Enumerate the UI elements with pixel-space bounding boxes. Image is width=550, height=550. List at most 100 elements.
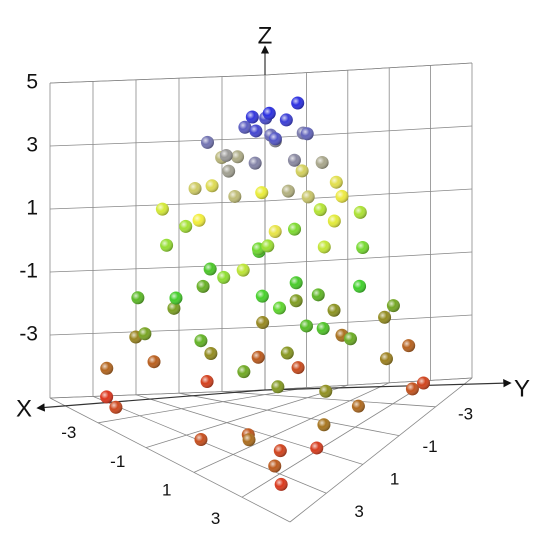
point-shine (291, 361, 305, 375)
point-shine (335, 189, 349, 203)
point-shine (217, 270, 231, 284)
point-shine (196, 279, 210, 293)
point (268, 224, 282, 238)
point (245, 110, 259, 124)
point-shine (268, 224, 282, 238)
point (248, 156, 262, 170)
point (179, 219, 193, 233)
point-shine (188, 181, 202, 195)
x-tick-label: -1 (110, 452, 125, 471)
y-axis-label: Y (514, 375, 530, 402)
point (300, 127, 314, 141)
point-shine (192, 213, 206, 227)
point-shine (261, 239, 275, 253)
point (228, 189, 242, 203)
point (327, 214, 341, 228)
point (251, 350, 265, 364)
x-axis-label: X (16, 395, 32, 422)
wall-grid-line (264, 251, 473, 265)
point (351, 399, 365, 413)
point-shine (245, 110, 259, 124)
wall-grid-line (49, 263, 266, 273)
point-shine (262, 106, 276, 120)
point (417, 376, 431, 390)
point (255, 289, 269, 303)
point (405, 382, 419, 396)
point-shine (251, 350, 265, 364)
point (167, 301, 181, 315)
point-shine (138, 327, 152, 341)
point (238, 120, 252, 134)
x-tick-label: 3 (211, 509, 220, 528)
point (255, 186, 269, 200)
point (222, 164, 236, 178)
point-shine (219, 148, 233, 162)
point (319, 384, 333, 398)
point (335, 189, 349, 203)
point-shine (273, 444, 287, 458)
point (271, 380, 285, 394)
point-shine (194, 433, 208, 447)
wall-grid-line (49, 389, 266, 399)
point-shine (147, 355, 161, 369)
point-shine (417, 376, 431, 390)
point (279, 113, 293, 127)
point (315, 155, 329, 169)
point (317, 240, 331, 254)
point-shine (242, 433, 256, 447)
point (316, 322, 330, 336)
point-shine (203, 262, 217, 276)
point-shine (280, 346, 294, 360)
point (353, 205, 367, 219)
point-shine (100, 361, 114, 375)
point (274, 477, 288, 491)
z-tick-label: -3 (19, 323, 38, 346)
point-shine (295, 164, 309, 178)
point (242, 433, 256, 447)
point (256, 316, 270, 330)
y-tick-label: -3 (458, 404, 473, 423)
point-shine (228, 189, 242, 203)
wall-grid-line (49, 137, 266, 147)
point-shine (274, 477, 288, 491)
point-shine (405, 382, 419, 396)
point-shine (248, 156, 262, 170)
point (204, 346, 218, 360)
point (295, 164, 309, 178)
point-shine (255, 186, 269, 200)
point-shine (379, 352, 393, 366)
point-shine (288, 222, 302, 236)
y-axis (264, 378, 512, 391)
wall-grid-line (264, 188, 473, 202)
point (288, 222, 302, 236)
point-shine (109, 400, 123, 414)
point (281, 184, 295, 198)
point (379, 352, 393, 366)
wall-grid-line (49, 326, 266, 336)
point-shine (272, 301, 286, 315)
point (289, 276, 303, 290)
point-shine (315, 155, 329, 169)
point-shine (268, 132, 282, 146)
z-axis-label: Z (258, 22, 273, 49)
point-shine (402, 339, 416, 353)
point-shine (231, 150, 245, 164)
point-shine (222, 164, 236, 178)
point (194, 433, 208, 447)
point (261, 239, 275, 253)
point-shine (131, 291, 145, 305)
z-tick-label: 1 (26, 197, 38, 220)
point (160, 238, 174, 252)
point-shine (100, 390, 114, 404)
point (378, 310, 392, 324)
y-tick-label: -1 (422, 437, 437, 456)
point-shine (200, 375, 214, 389)
point-shine (327, 303, 341, 317)
wall-grid-line (49, 74, 266, 84)
point-shine (299, 319, 313, 333)
point (100, 361, 114, 375)
point (231, 150, 245, 164)
point (200, 375, 214, 389)
point (310, 441, 324, 455)
